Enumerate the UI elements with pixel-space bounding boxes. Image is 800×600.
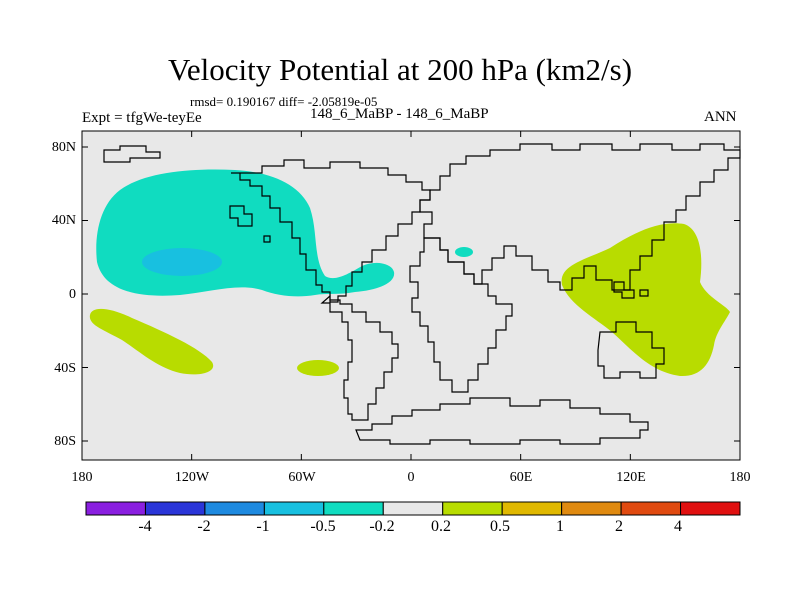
season-label: ANN: [704, 109, 737, 125]
coastline-africa: [409, 237, 513, 393]
coastline-maritime: [613, 281, 649, 299]
colorbar-swatch: [263, 501, 325, 516]
coastline-greenland: [103, 145, 161, 163]
colorbar-swatch: [501, 501, 563, 516]
lon-label-180e: 180: [729, 470, 751, 485]
colorbar-swatch: [382, 501, 444, 516]
coastline-south-america: [320, 294, 399, 421]
coastline-north-america: [231, 159, 431, 303]
colorbar-label: -0.2: [369, 518, 395, 535]
colorbar-label: 0.2: [431, 518, 451, 535]
axis-ticks: [81, 131, 741, 460]
experiment-label: Expt = tfgWe-teyEe: [82, 110, 202, 126]
positive-anomaly-west-pacific: [561, 223, 730, 377]
positive-anomaly-south-pacific: [89, 308, 214, 375]
negative-anomaly-east-africa: [455, 247, 473, 257]
colorbar-label: -1: [256, 518, 270, 535]
colorbar-swatch: [144, 501, 206, 516]
lat-label-eq: 0: [69, 287, 76, 302]
coastline-outlines: [103, 143, 741, 445]
coastline-eurasia: [419, 143, 741, 291]
lon-label-120w: 120W: [174, 470, 210, 485]
colorbar-label: -4: [138, 518, 152, 535]
lon-label-60e: 60E: [509, 470, 533, 485]
lon-label-120e: 120E: [616, 470, 646, 485]
colorbar-label: 2: [615, 518, 623, 535]
colorbar-label: -2: [197, 518, 211, 535]
run-label: 148_6_MaBP - 148_6_MaBP: [310, 106, 489, 122]
lon-label-180w: 180: [71, 470, 93, 485]
lat-label-80s: 80S: [54, 434, 76, 449]
colorbar-label: 0.5: [490, 518, 510, 535]
lat-label-80n: 80N: [51, 140, 76, 155]
lat-label-40n: 40N: [51, 213, 76, 228]
colorbar-swatch: [204, 501, 265, 516]
contour-fills: [89, 169, 730, 377]
coastline-australia: [597, 321, 665, 379]
colorbar-label: 4: [674, 518, 682, 535]
colorbar: [85, 501, 741, 516]
colorbar-swatch: [442, 501, 503, 516]
statistics-line: rmsd= 0.190167 diff= -2.05819e-05: [190, 94, 378, 109]
colorbar-swatch: [561, 501, 622, 516]
colorbar-label: 1: [556, 518, 564, 535]
colorbar-swatch: [620, 501, 682, 516]
coastline-arctic-islands: [229, 205, 271, 243]
positive-anomaly-south-atlantic: [297, 360, 339, 376]
colorbar-swatch: [680, 501, 741, 516]
colorbar-swatch: [85, 501, 146, 516]
lon-label-0: 0: [407, 470, 415, 485]
colorbar-label: -0.5: [310, 518, 336, 535]
map-title: Velocity Potential at 200 hPa (km2/s): [167, 52, 633, 87]
colorbar-swatch: [323, 501, 384, 516]
negative-anomaly-core: [142, 248, 222, 276]
lon-label-60w: 60W: [288, 470, 316, 485]
coastline-antarctica: [355, 397, 649, 445]
lat-label-40s: 40S: [54, 361, 76, 376]
